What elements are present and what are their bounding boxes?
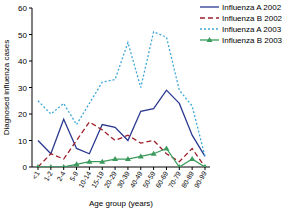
x-tick-label: 90-99 [193, 170, 208, 189]
legend-swatch [200, 28, 219, 29]
x-tick [115, 167, 116, 170]
x-tick [50, 167, 51, 170]
marker [86, 159, 92, 164]
marker [163, 145, 169, 150]
y-tick [29, 167, 32, 168]
x-tick-label: <1 [31, 170, 41, 181]
legend-label: Influenza A 2003 [222, 25, 282, 34]
marker [151, 151, 157, 156]
x-tick [166, 167, 167, 170]
marker [99, 159, 105, 164]
x-tick [140, 167, 141, 170]
y-tick-label: 20 [18, 110, 27, 119]
legend-label: Influenza B 2002 [222, 14, 283, 23]
marker [125, 156, 131, 161]
marker [176, 164, 182, 167]
legend-swatch [200, 6, 219, 7]
series-line [38, 90, 205, 156]
x-tick [89, 167, 90, 170]
y-tick [29, 140, 32, 141]
legend-label: Influenza B 2003 [222, 36, 283, 45]
y-tick [29, 34, 32, 35]
x-tick [127, 167, 128, 170]
marker [74, 161, 80, 166]
y-tick-label: 10 [18, 137, 27, 146]
marker [35, 164, 41, 167]
legend-marker [207, 37, 213, 42]
x-tick [102, 167, 103, 170]
y-tick-label: 50 [18, 31, 27, 40]
y-tick [29, 61, 32, 62]
marker [189, 156, 195, 161]
y-tick-label: 40 [18, 57, 27, 66]
marker [202, 164, 208, 167]
chart: 0102030405060<11-22-45-910-1415-1920-293… [0, 0, 293, 210]
x-tick-label: 1-2 [43, 170, 54, 182]
y-tick-label: 60 [18, 4, 27, 13]
series-line [38, 148, 205, 167]
marker [61, 164, 67, 167]
legend-swatch [200, 17, 219, 18]
series-line [38, 122, 205, 167]
y-tick-label: 30 [18, 84, 27, 93]
legend-label: Influenza A 2002 [222, 3, 282, 12]
x-tick [153, 167, 154, 170]
x-tick [63, 167, 64, 170]
x-tick-label: 2-4 [55, 170, 66, 182]
x-tick [192, 167, 193, 170]
x-axis-title: Age group (years) [89, 199, 153, 208]
marker [138, 153, 144, 158]
marker [48, 164, 54, 167]
series-line [38, 32, 205, 157]
x-tick-label: 5-9 [68, 170, 79, 182]
x-tick [38, 167, 39, 170]
y-axis-title: Diagnosed influenza cases [2, 40, 11, 136]
x-tick [205, 167, 206, 170]
y-tick [29, 87, 32, 88]
plot-marks [35, 32, 208, 167]
x-tick [179, 167, 180, 170]
y-tick [29, 114, 32, 115]
y-tick-label: 0 [23, 163, 28, 172]
x-tick [76, 167, 77, 170]
y-tick [29, 8, 32, 9]
marker [112, 156, 118, 161]
